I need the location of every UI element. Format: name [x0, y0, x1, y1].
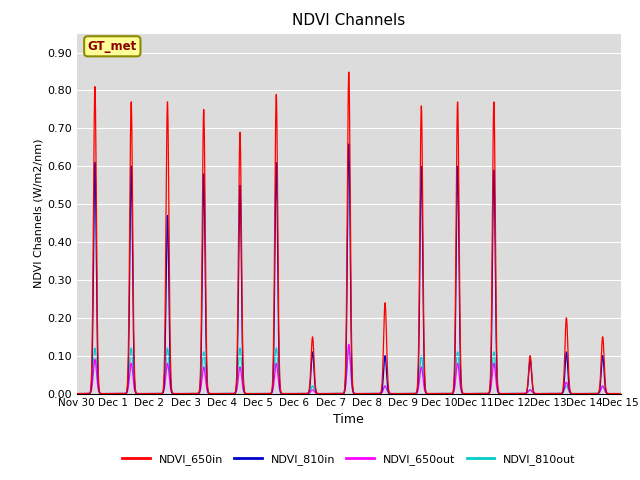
Line: NDVI_650out: NDVI_650out [77, 345, 621, 394]
Line: NDVI_650in: NDVI_650in [77, 72, 621, 394]
Y-axis label: NDVI Channels (W/m2/nm): NDVI Channels (W/m2/nm) [33, 139, 43, 288]
NDVI_650out [305, 390, 313, 396]
NDVI_650in [167, 379, 175, 384]
NDVI_650in [548, 391, 556, 396]
Title: NDVI Channels: NDVI Channels [292, 13, 405, 28]
NDVI_810in [607, 391, 614, 396]
NDVI_650out [282, 391, 289, 396]
NDVI_650in [305, 388, 313, 394]
NDVI_810out [168, 387, 175, 393]
NDVI_810out [73, 391, 81, 396]
Line: NDVI_810out: NDVI_810out [77, 348, 621, 394]
NDVI_650in [282, 391, 289, 396]
NDVI_810in [345, 141, 353, 147]
NDVI_810in [73, 391, 81, 396]
NDVI_810out [91, 345, 99, 351]
NDVI_810in [167, 385, 175, 391]
NDVI_650out [73, 391, 81, 396]
NDVI_810out [548, 391, 556, 396]
Line: NDVI_810in: NDVI_810in [77, 144, 621, 394]
NDVI_650in [73, 391, 81, 396]
NDVI_650in [607, 391, 614, 396]
NDVI_650in [135, 391, 143, 396]
Text: GT_met: GT_met [88, 40, 137, 53]
NDVI_810out [305, 390, 313, 396]
NDVI_810in [548, 391, 556, 396]
NDVI_810out [135, 391, 143, 396]
NDVI_810out [607, 391, 614, 396]
NDVI_650out [548, 391, 556, 396]
NDVI_810out [282, 391, 289, 396]
NDVI_810in [135, 391, 143, 396]
NDVI_810in [617, 391, 625, 396]
NDVI_650out [167, 388, 175, 394]
NDVI_810in [282, 391, 289, 396]
NDVI_650out [345, 342, 353, 348]
NDVI_650in [345, 69, 353, 75]
NDVI_650out [135, 391, 143, 396]
NDVI_810out [617, 391, 625, 396]
NDVI_650out [607, 391, 614, 396]
NDVI_810in [305, 389, 313, 395]
X-axis label: Time: Time [333, 413, 364, 426]
Legend: NDVI_650in, NDVI_810in, NDVI_650out, NDVI_810out: NDVI_650in, NDVI_810in, NDVI_650out, NDV… [118, 450, 580, 469]
NDVI_650in [617, 391, 625, 396]
NDVI_650out [617, 391, 625, 396]
